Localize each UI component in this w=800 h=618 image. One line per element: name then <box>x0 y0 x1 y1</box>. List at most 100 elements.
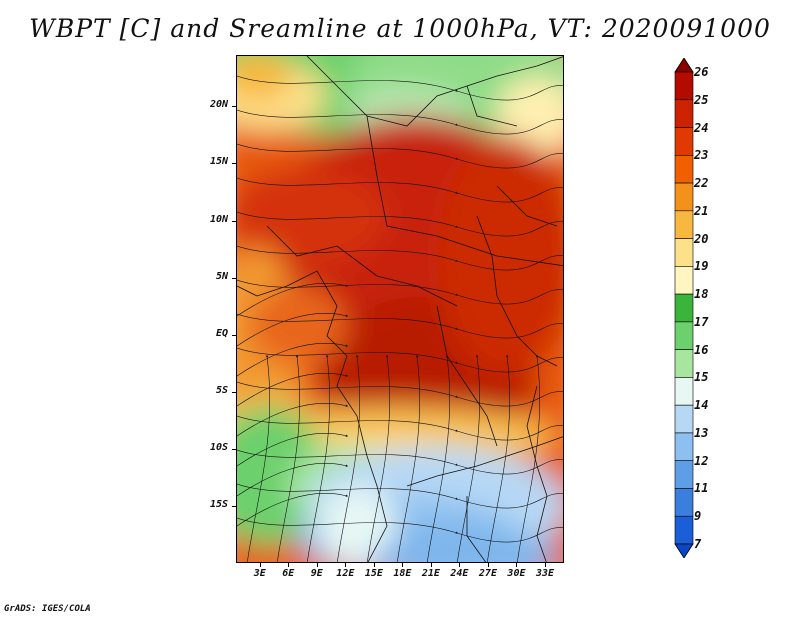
streamline <box>237 177 563 203</box>
colorbar-segment <box>674 515 694 545</box>
streamline <box>237 373 349 407</box>
border-line <box>266 225 458 307</box>
lon-tick-label: 18E <box>393 568 412 579</box>
streamline <box>247 354 271 562</box>
streamline <box>237 433 349 467</box>
streamline <box>237 403 349 437</box>
field-region <box>247 286 347 366</box>
lat-tick-label: 10S <box>209 441 228 453</box>
streamline <box>237 211 563 237</box>
streamline <box>277 354 301 562</box>
colorbar-segment <box>674 182 694 212</box>
lat-tick <box>232 391 236 393</box>
colorbar-label: 25 <box>694 92 709 107</box>
lat-tick <box>232 505 236 507</box>
lon-tick-label: 30E <box>507 568 526 579</box>
lon-tick <box>402 563 404 567</box>
streamline <box>237 483 563 509</box>
field-region <box>377 526 557 562</box>
colorbar-label: 26 <box>694 65 709 79</box>
colorbar-label: 14 <box>694 398 709 413</box>
border-line <box>237 270 388 562</box>
streamline <box>487 354 511 562</box>
field-region <box>497 76 563 156</box>
map-panel <box>236 55 564 563</box>
lon-tick-label: 9E <box>310 568 323 579</box>
lat-tick-label: 15S <box>209 498 228 510</box>
lon-tick-label: 3E <box>253 568 266 579</box>
lon-tick-label: 12E <box>336 568 355 579</box>
colorbar-label: 9 <box>694 509 702 524</box>
wbpt-streamline-map <box>237 56 563 562</box>
lat-tick <box>232 220 236 222</box>
colorbar-label: 13 <box>694 425 709 440</box>
lon-tick-label: 24E <box>450 568 469 579</box>
colorbar <box>674 58 694 558</box>
lon-tick <box>288 563 290 567</box>
streamline <box>237 283 349 317</box>
colorbar-segment <box>674 321 694 350</box>
streamline <box>237 493 349 527</box>
colorbar-segment <box>674 210 694 239</box>
grads-credit: GrADS: IGES/COLA <box>4 604 91 614</box>
lon-tick <box>544 563 546 567</box>
colorbar-segment <box>674 266 694 295</box>
lon-tick <box>487 563 489 567</box>
streamline <box>397 354 421 562</box>
streamline <box>367 354 391 562</box>
border-line <box>306 56 563 127</box>
lon-tick-label: 27E <box>478 568 497 579</box>
lat-tick-label: 5N <box>215 270 228 282</box>
lat-tick <box>232 277 236 279</box>
chart-title: WBPT [C] and Sreamline at 1000hPa, VT: 2… <box>29 14 771 43</box>
colorbar-label: 20 <box>694 231 709 246</box>
streamline <box>307 354 331 562</box>
lat-tick <box>232 334 236 336</box>
colorbar-segment <box>674 432 694 462</box>
lon-tick-label: 21E <box>421 568 440 579</box>
lon-tick-label: 6E <box>282 568 295 579</box>
lon-tick <box>345 563 347 567</box>
lat-tick <box>232 106 236 108</box>
streamline <box>237 463 349 497</box>
lon-tick <box>373 563 375 567</box>
streamline <box>427 354 451 562</box>
colorbar-label: 18 <box>694 287 709 302</box>
streamline <box>237 343 349 377</box>
streamline <box>517 354 541 562</box>
field-region <box>237 56 292 101</box>
streamline <box>237 109 563 135</box>
colorbar-label: 23 <box>694 148 709 163</box>
colorbar-segment <box>674 460 694 489</box>
colorbar-label: 16 <box>694 342 709 357</box>
lon-tick <box>259 563 261 567</box>
streamline <box>237 143 563 169</box>
colorbar-label: 22 <box>694 176 709 191</box>
lat-tick-label: 15N <box>209 156 228 168</box>
colorbar-min-arrow <box>674 543 694 558</box>
lat-tick-label: 10N <box>209 213 228 225</box>
colorbar-segment <box>674 293 694 323</box>
colorbar-max-arrow <box>674 58 694 73</box>
colorbar-segment <box>674 238 694 267</box>
colorbar-label: 11 <box>694 481 709 496</box>
streamline <box>237 347 563 373</box>
field-region <box>317 486 397 562</box>
colorbar-label: 12 <box>694 453 709 468</box>
colorbar-label: 24 <box>694 120 709 135</box>
colorbar-label: 21 <box>694 203 709 218</box>
lon-tick-label: 15E <box>364 568 383 579</box>
colorbar-label: 7 <box>694 537 702 551</box>
lon-tick <box>430 563 432 567</box>
lat-tick <box>232 448 236 450</box>
lat-tick-label: 20N <box>209 99 228 111</box>
streamline <box>237 75 563 101</box>
lon-tick-label: 33E <box>535 568 555 579</box>
colorbar-label: 15 <box>694 370 709 385</box>
streamline <box>237 279 563 305</box>
colorbar-segment <box>674 99 694 128</box>
streamline <box>237 415 563 441</box>
colorbar-segment <box>674 488 694 517</box>
colorbar-label: 19 <box>694 259 709 274</box>
lon-tick <box>516 563 518 567</box>
